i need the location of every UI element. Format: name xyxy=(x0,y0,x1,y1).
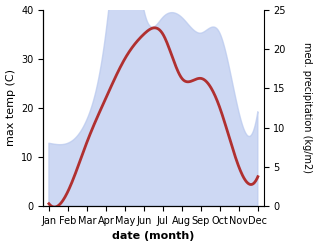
Y-axis label: max temp (C): max temp (C) xyxy=(5,69,16,146)
X-axis label: date (month): date (month) xyxy=(112,231,195,242)
Y-axis label: med. precipitation (kg/m2): med. precipitation (kg/m2) xyxy=(302,42,313,173)
